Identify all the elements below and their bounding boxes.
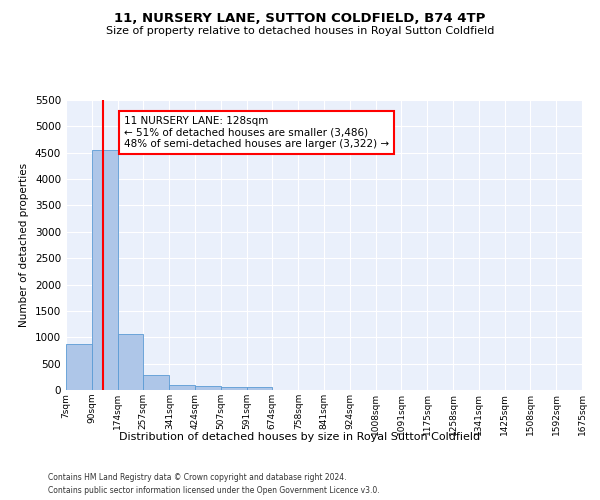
Y-axis label: Number of detached properties: Number of detached properties	[19, 163, 29, 327]
Bar	[66, 344, 92, 390]
Text: Distribution of detached houses by size in Royal Sutton Coldfield: Distribution of detached houses by size …	[119, 432, 481, 442]
Bar	[195, 386, 221, 390]
Text: 11, NURSERY LANE, SUTTON COLDFIELD, B74 4TP: 11, NURSERY LANE, SUTTON COLDFIELD, B74 …	[115, 12, 485, 26]
Bar	[221, 387, 247, 390]
Text: Contains HM Land Registry data © Crown copyright and database right 2024.: Contains HM Land Registry data © Crown c…	[48, 472, 347, 482]
Text: Contains public sector information licensed under the Open Government Licence v3: Contains public sector information licen…	[48, 486, 380, 495]
Text: 11 NURSERY LANE: 128sqm
← 51% of detached houses are smaller (3,486)
48% of semi: 11 NURSERY LANE: 128sqm ← 51% of detache…	[124, 116, 389, 149]
Bar	[169, 386, 195, 390]
Bar	[247, 388, 272, 390]
Text: Size of property relative to detached houses in Royal Sutton Coldfield: Size of property relative to detached ho…	[106, 26, 494, 36]
Bar	[118, 334, 143, 390]
Bar	[143, 375, 169, 390]
Bar	[92, 150, 118, 390]
